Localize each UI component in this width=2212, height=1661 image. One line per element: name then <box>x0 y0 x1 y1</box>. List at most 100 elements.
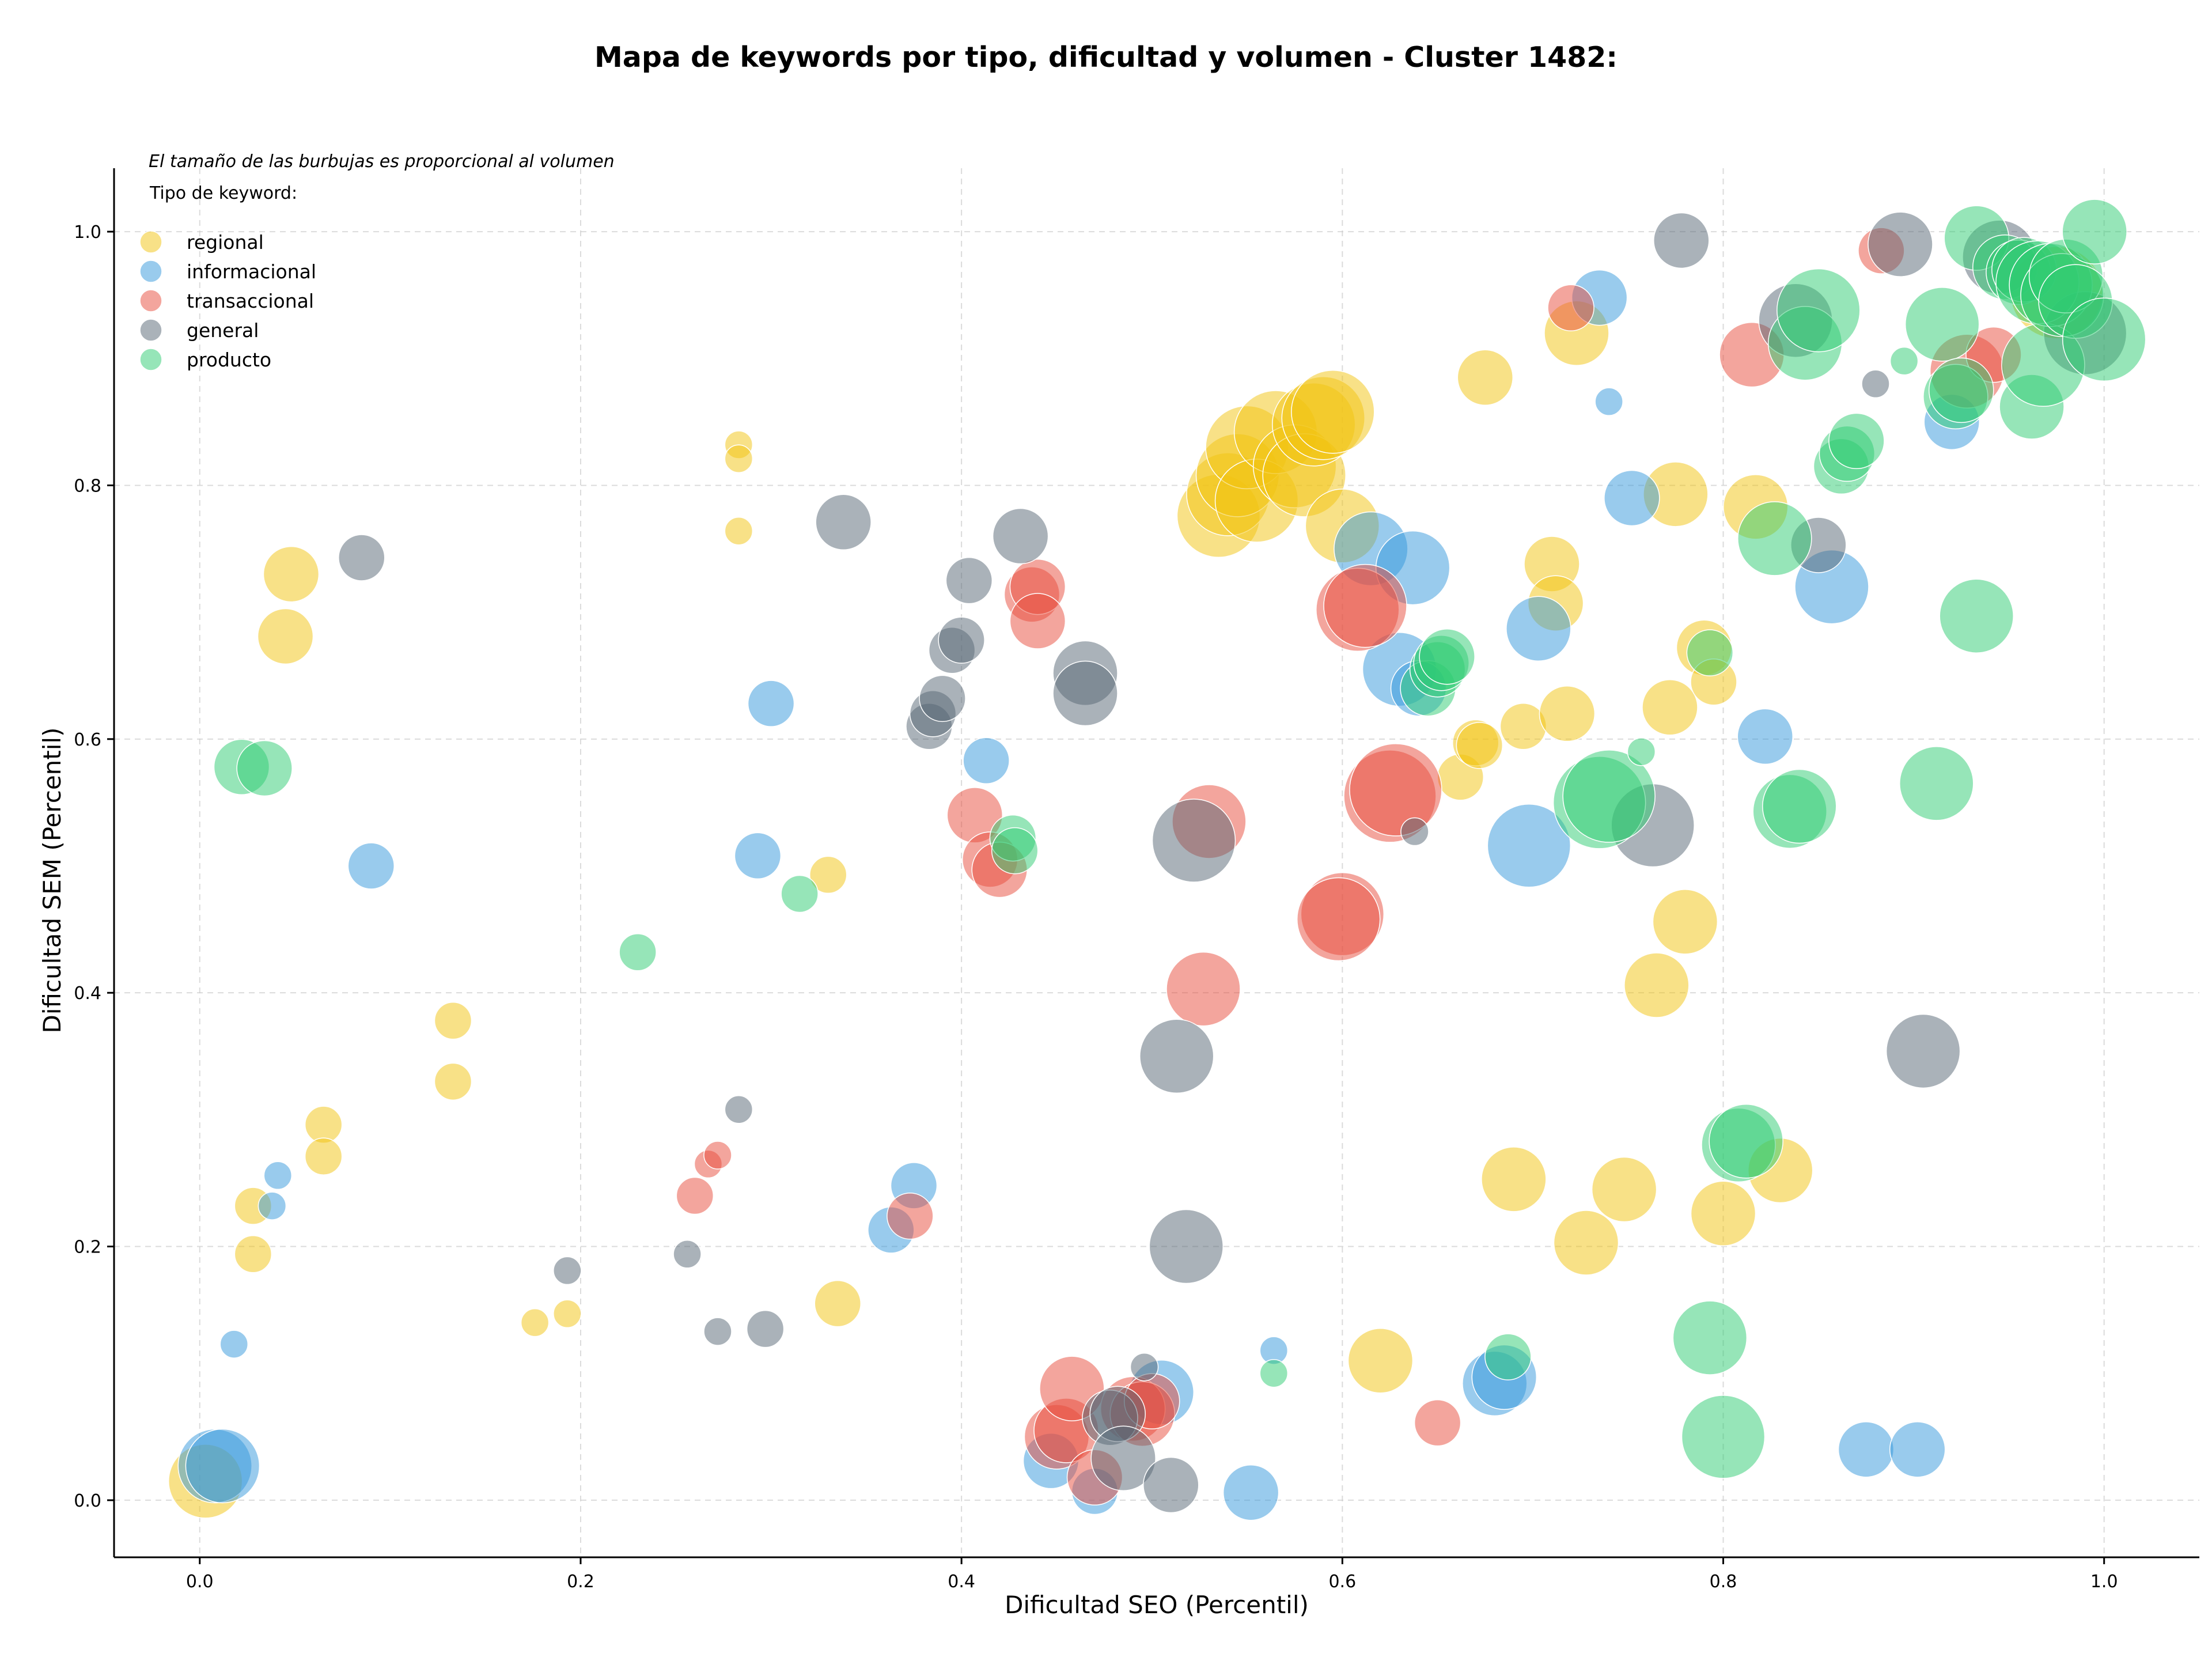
bubble-general <box>338 534 385 581</box>
bubble-general <box>1052 660 1118 727</box>
legend: regional informacional transaccional genera… <box>139 230 316 371</box>
bubble-general <box>703 1317 732 1346</box>
bubble-producto <box>1627 737 1656 766</box>
x-tick-label: 0.4 <box>948 1572 975 1592</box>
y-tick-label: 0.2 <box>74 1238 101 1258</box>
y-tick-label: 0.8 <box>74 476 101 496</box>
y-axis-label: Dificultad SEM (Percentil) <box>38 728 66 1034</box>
bubble-informacional <box>1838 1421 1895 1478</box>
bubble-producto <box>1259 1359 1289 1388</box>
bubble-general <box>1143 1456 1199 1514</box>
legend-marker-producto <box>139 348 162 371</box>
bubble-informacional <box>263 1161 293 1190</box>
legend-label-transaccional: transaccional <box>187 290 314 312</box>
bubble-general <box>724 1095 753 1124</box>
bubble-general <box>938 616 985 664</box>
legend-label-general: general <box>187 319 259 342</box>
bubble-regional <box>304 1137 343 1175</box>
bubble-transaccional <box>676 1176 714 1215</box>
bubble-producto <box>1777 268 1861 353</box>
bubble-informacional <box>1889 1421 1946 1478</box>
bubble-producto <box>1889 346 1919 376</box>
bubble-producto <box>1681 1395 1766 1479</box>
bubble-producto <box>1828 413 1885 470</box>
bubble-general <box>553 1256 582 1285</box>
bubble-regional <box>1652 889 1718 955</box>
bubble-producto <box>1939 578 2014 653</box>
bubble-transaccional <box>1009 593 1066 649</box>
bubble-general <box>1653 212 1710 269</box>
bubble-transaccional <box>1296 877 1381 962</box>
bubble-producto <box>1672 1300 1748 1375</box>
bubble-transaccional <box>1323 563 1407 648</box>
bubbles <box>168 199 2146 1521</box>
bubble-transaccional <box>887 1192 934 1240</box>
bubble-regional <box>814 1280 862 1327</box>
bubble-informacional <box>1604 470 1660 527</box>
bubble-regional <box>434 1062 472 1101</box>
bubble-regional <box>257 608 314 665</box>
bubble-regional <box>724 516 753 546</box>
bubble-informacional <box>185 1428 260 1504</box>
bubble-informacional <box>1594 387 1623 416</box>
bubble-general <box>1885 1013 1961 1089</box>
bubble-regional <box>1624 952 1690 1018</box>
bubble-producto <box>1562 750 1656 843</box>
bubble-informacional <box>1222 1464 1279 1521</box>
legend-marker-general <box>139 319 162 342</box>
bubble-general <box>945 557 993 604</box>
bubble-producto <box>2062 199 2127 264</box>
bubble-regional <box>520 1308 550 1337</box>
bubble-informacional <box>1506 596 1571 662</box>
bubble-regional <box>1591 1156 1657 1223</box>
legend-marker-regional <box>139 230 162 253</box>
bubble-regional <box>724 444 753 473</box>
bubble-general <box>992 508 1049 565</box>
x-axis-label: Dificultad SEO (Percentil) <box>1005 1591 1309 1619</box>
bubble-general <box>1152 799 1236 883</box>
bubble-informacional <box>734 832 782 880</box>
legend-label-producto: producto <box>187 349 271 371</box>
bubble-producto <box>1419 628 1475 685</box>
bubble-transaccional <box>1414 1399 1461 1447</box>
x-tick-label: 0.2 <box>567 1572 594 1592</box>
bubble-informacional <box>1487 804 1571 888</box>
bubble-regional <box>1553 1210 1619 1276</box>
bubble-regional <box>1642 679 1698 736</box>
x-tick-label: 1.0 <box>2090 1572 2118 1592</box>
bubble-producto <box>1899 746 1974 821</box>
bubble-regional <box>1481 1147 1547 1212</box>
bubble-regional <box>1690 1181 1756 1247</box>
legend-marker-transaccional <box>139 289 162 312</box>
bubble-general <box>1149 1209 1224 1284</box>
bubble-regional <box>263 546 320 603</box>
legend-title: Tipo de keyword: <box>149 183 297 203</box>
bubble-producto <box>991 827 1039 875</box>
bubble-general <box>1861 369 1890 399</box>
bubble-regional <box>1457 349 1514 406</box>
bubble-transaccional <box>1547 284 1594 331</box>
legend-marker-informacional <box>139 260 162 283</box>
bubble-informacional <box>747 680 795 727</box>
bubble-regional <box>553 1299 582 1328</box>
bubble-producto <box>1929 357 1994 423</box>
legend-label-informacional: informacional <box>187 260 316 283</box>
bubble-general <box>815 494 872 551</box>
bubble-general <box>919 675 966 722</box>
bubble-regional <box>1456 722 1503 769</box>
bubble-regional <box>1291 370 1375 454</box>
bubble-producto <box>1762 769 1837 844</box>
bubble-informacional <box>219 1330 249 1359</box>
bubble-producto <box>1484 1333 1532 1380</box>
bubble-informacional <box>347 842 395 890</box>
bubble-informacional <box>257 1191 287 1220</box>
bubble-producto <box>2062 297 2146 381</box>
y-tick-label: 0.4 <box>74 983 101 1004</box>
chart-title: Mapa de keywords por tipo, dificultad y … <box>594 41 1618 74</box>
x-tick-label: 0.6 <box>1328 1572 1356 1592</box>
legend-label-regional: regional <box>187 231 264 253</box>
bubble-producto <box>1904 287 1980 362</box>
x-tick-label: 0.0 <box>186 1572 214 1592</box>
size-note: El tamaño de las burbujas es proporciona… <box>149 152 615 172</box>
